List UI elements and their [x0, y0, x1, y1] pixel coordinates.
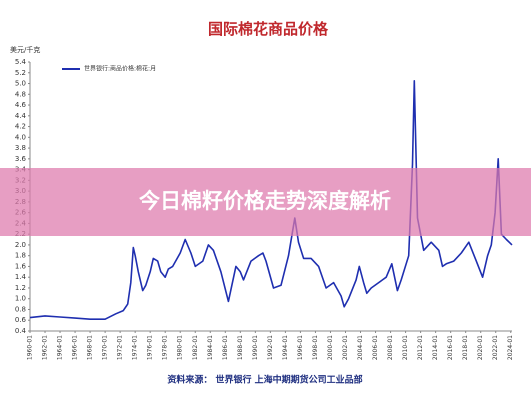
x-tick-label: 1988-01 — [237, 335, 244, 360]
y-axis-label: 美元/千克 — [10, 45, 40, 54]
x-tick-label: 1982-01 — [192, 335, 199, 360]
y-tick-label: 5.2 — [15, 69, 26, 77]
x-tick-label: 1998-01 — [312, 335, 319, 360]
x-tick-label: 2002-01 — [342, 335, 349, 360]
x-tick-label: 1974-01 — [132, 335, 139, 360]
y-tick-label: 3.6 — [15, 155, 27, 163]
x-tick-label: 2016-01 — [447, 335, 454, 360]
x-tick-label: 2014-01 — [432, 335, 439, 360]
banner — [0, 168, 531, 236]
y-tick-label: 3.8 — [15, 144, 26, 152]
source-note: 资料来源： 世界银行 上海中期期货公司工业品部 — [167, 374, 362, 386]
x-tick-label: 1966-01 — [72, 335, 79, 360]
x-tick-label: 2008-01 — [387, 335, 394, 360]
x-tick-label: 1964-01 — [57, 335, 64, 360]
y-tick-label: 4.2 — [15, 123, 26, 131]
chart-title: 国际棉花商品价格 — [208, 20, 329, 38]
y-tick-label: 1.0 — [15, 295, 26, 303]
y-tick-label: 1.2 — [15, 284, 26, 292]
x-tick-label: 2024-01 — [507, 335, 514, 360]
y-tick-label: 4.6 — [15, 101, 27, 109]
x-tick-label: 2012-01 — [417, 335, 424, 360]
data-line — [29, 80, 513, 321]
y-tick-label: 1.8 — [15, 252, 26, 260]
x-tick-label: 1984-01 — [207, 335, 214, 360]
x-tick-label: 2010-01 — [402, 335, 409, 360]
x-tick-label: 1986-01 — [222, 335, 229, 360]
y-tick-label: 0.8 — [15, 305, 26, 313]
y-tick-label: 1.4 — [15, 273, 27, 281]
x-tick-label: 1962-01 — [42, 335, 49, 360]
y-tick-label: 4.4 — [15, 112, 27, 120]
y-tick-label: 5.0 — [15, 80, 26, 88]
banner-text: 今日棉籽价格走势深度解析 — [139, 189, 391, 213]
x-tick-label: 2006-01 — [372, 335, 379, 360]
x-tick-label: 1980-01 — [177, 335, 184, 360]
x-tick-label: 2022-01 — [492, 335, 499, 360]
x-tick-label: 1994-01 — [282, 335, 289, 360]
y-tick-label: 5.4 — [15, 58, 27, 66]
y-tick-label: 1.6 — [15, 262, 27, 270]
y-tick-label: 4.0 — [15, 133, 26, 141]
y-tick-label: 2.0 — [15, 241, 26, 249]
x-tick-label: 1976-01 — [147, 335, 154, 360]
x-tick-label: 2020-01 — [477, 335, 484, 360]
x-tick-label: 1978-01 — [162, 335, 169, 360]
x-tick-label: 1990-01 — [252, 335, 259, 360]
plot-area: 0.40.60.81.01.21.41.61.82.02.22.42.62.83… — [15, 58, 514, 360]
x-tick-label: 1972-01 — [117, 335, 124, 360]
x-tick-label: 1996-01 — [297, 335, 304, 360]
y-tick-label: 0.4 — [15, 327, 27, 335]
x-tick-label: 1968-01 — [87, 335, 94, 360]
x-tick-label: 1970-01 — [102, 335, 109, 360]
legend-label: 世界银行:商品价格:棉花:月 — [84, 65, 156, 73]
x-tick-label: 2018-01 — [462, 335, 469, 360]
x-tick-label: 2004-01 — [357, 335, 364, 360]
x-tick-label: 2000-01 — [327, 335, 334, 360]
y-tick-label: 4.8 — [15, 90, 26, 98]
x-tick-label: 1992-01 — [267, 335, 274, 360]
y-tick-label: 0.6 — [15, 316, 27, 324]
x-tick-label: 1960-01 — [27, 335, 34, 360]
